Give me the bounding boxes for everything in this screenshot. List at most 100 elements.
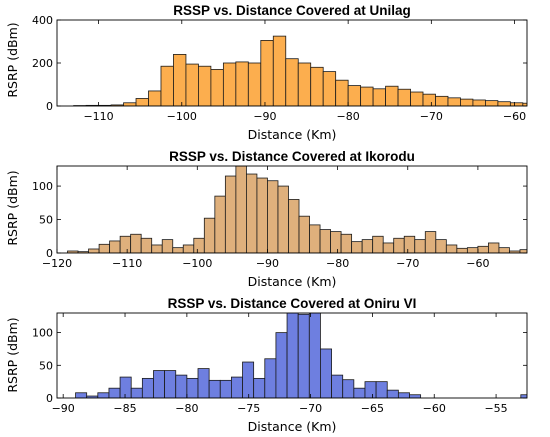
histogram-bar [498, 247, 510, 253]
histogram-bar [98, 243, 111, 253]
histogram-bar [214, 195, 226, 253]
bars [73, 35, 547, 106]
histogram-bar [222, 62, 237, 106]
x-tick-label: −60 [466, 257, 489, 270]
histogram-bar [193, 237, 205, 253]
histogram-bar [153, 370, 166, 398]
histogram-bar [256, 177, 268, 253]
histogram-bar [160, 65, 174, 106]
subplot-1: RSSP vs. Distance Covered at Unilag −110 −… [5, 3, 547, 142]
histogram-bar [285, 58, 299, 106]
histogram-bar [497, 101, 511, 106]
histogram-bar [140, 237, 153, 253]
histogram-bar [108, 387, 121, 398]
x-tick-label: −90 [52, 402, 75, 415]
histogram-bar [264, 358, 277, 398]
histogram-bar [414, 239, 426, 253]
histogram-bar [353, 387, 366, 398]
histogram-bar [298, 215, 310, 253]
axes-frame [56, 312, 528, 399]
histogram-bar [173, 54, 187, 106]
histogram-bar [164, 370, 177, 398]
histogram-bar [161, 239, 174, 253]
histogram-bar [410, 91, 424, 106]
histogram-bar [186, 377, 199, 398]
histogram-bar [310, 66, 324, 106]
histogram-bar [403, 235, 416, 253]
histogram-bar [272, 35, 287, 106]
histogram-bar [203, 217, 216, 253]
x-axis-label: Distance (Km) [248, 274, 337, 289]
x-tick-label: −100 [182, 257, 212, 270]
histogram-bar [297, 313, 310, 398]
x-tick-label: −70 [420, 110, 443, 123]
x-axis-label: Distance (Km) [248, 419, 337, 434]
histogram-bar [210, 69, 224, 106]
histogram-bar [422, 93, 436, 106]
histogram-bar [372, 88, 386, 106]
y-axis-label: RSRP (dBm) [5, 22, 20, 97]
x-tick-label: −100 [167, 110, 197, 123]
histogram-bar [230, 376, 243, 398]
histogram-bar [522, 102, 527, 106]
x-axis-label: Distance (Km) [248, 127, 337, 142]
histogram-bar [135, 98, 149, 106]
histogram-bar [97, 392, 110, 398]
x-tick-label: −85 [113, 402, 136, 415]
histogram-bar [109, 240, 121, 253]
histogram-bar [277, 185, 289, 253]
y-tick-label: 50 [39, 214, 53, 227]
histogram-bar [375, 381, 388, 398]
histogram-bar [361, 239, 374, 253]
histogram-bar [330, 231, 342, 253]
histogram-bar [123, 102, 137, 106]
histogram-bar [88, 248, 100, 253]
histogram-bar [224, 175, 237, 253]
histogram-bar [535, 104, 547, 106]
histogram-bar [151, 244, 163, 253]
histogram-bar [409, 394, 422, 398]
histogram-bar [253, 377, 266, 398]
x-tick-label: −60 [503, 110, 526, 123]
histogram-bar [235, 61, 249, 106]
x-tick-label: −110 [83, 110, 113, 123]
histogram-bar [185, 63, 199, 106]
histogram-bar [447, 97, 461, 106]
x-tick-label: −90 [253, 110, 276, 123]
histogram-bar [360, 86, 374, 106]
histogram-bar [246, 173, 258, 253]
x-tick-label: −80 [337, 110, 360, 123]
histogram-bar [386, 389, 399, 398]
histogram-bar [235, 166, 247, 253]
y-tick-label: 100 [32, 180, 53, 193]
histogram-bar [456, 247, 468, 253]
histogram-bar [472, 99, 486, 106]
histogram-bar [322, 71, 337, 106]
histogram-bar [242, 361, 255, 398]
histogram-bar [208, 379, 221, 398]
x-tick-label: −80 [326, 257, 349, 270]
x-tick-label: −55 [484, 402, 507, 415]
subplot-3: RSSP vs. Distance Covered at Oniru VI −90… [5, 296, 528, 434]
histogram-bar [197, 368, 210, 398]
histogram-bar [397, 392, 410, 398]
histogram-bar [309, 224, 321, 253]
histogram-bar [130, 387, 143, 398]
y-tick-label: 0 [46, 247, 53, 260]
histogram-bar [247, 62, 262, 106]
histogram-bar [198, 65, 212, 106]
histogram-bar [340, 233, 353, 253]
histogram-bar [335, 79, 349, 106]
y-tick-label: 200 [32, 57, 53, 70]
histogram-bar [435, 95, 449, 106]
histogram-bar [485, 100, 499, 106]
histogram-bar [319, 229, 331, 253]
histogram-bar [364, 381, 377, 398]
y-tick-label: 400 [32, 14, 53, 27]
histogram-bar [267, 180, 279, 253]
histogram-bar [260, 40, 274, 106]
histogram-bar [519, 249, 527, 253]
histogram-bar [175, 374, 188, 398]
histogram-bar [435, 239, 447, 253]
